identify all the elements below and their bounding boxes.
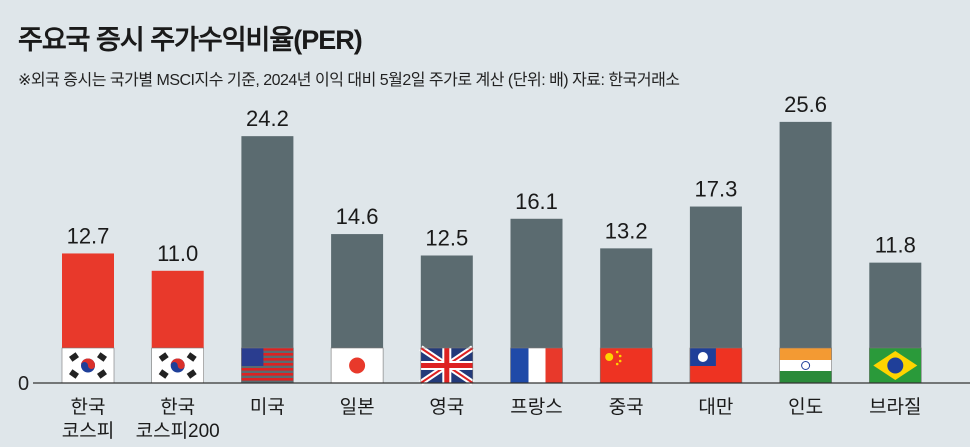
data-label: 14.6 [336,204,379,229]
data-label: 11.0 [157,241,198,266]
data-label: 17.3 [694,177,737,202]
bar [779,121,832,383]
china-flag-icon [599,347,653,384]
uk-flag-icon [419,345,475,386]
data-label: 12.7 [67,223,110,248]
category-label: 일본 [340,396,375,418]
category-label: 영국 [429,396,464,418]
korea-flag-icon [151,347,204,384]
data-label: 12.5 [425,226,468,251]
data-label: 16.1 [515,189,558,214]
y-tick-label: 0 [18,373,29,395]
chart-title: 주요국 증시 주가수익비율(PER) [18,25,363,55]
category-label: 중국 [609,397,644,418]
japan-flag-icon [330,347,384,384]
data-label: 11.8 [875,233,916,258]
chart-subtitle: ※외국 증시는 국가별 MSCI지수 기준, 2024년 이익 대비 5월2일 … [18,72,680,89]
category-label: 브라질 [869,396,921,418]
category-label: 한국 [71,396,106,418]
usa-flag-icon [241,347,294,384]
category-label: 코스피 [62,420,114,442]
category-label: 인도 [788,396,823,418]
category-label: 코스피200 [136,420,220,442]
data-label: 25.6 [784,92,827,117]
category-label: 프랑스 [510,396,562,418]
taiwan-flag-icon [689,347,743,384]
bar [241,136,294,383]
korea-flag-icon [61,347,115,384]
category-label: 한국 [160,396,195,418]
category-label: 대만 [698,396,733,418]
india-flag-icon [779,347,832,384]
brazil-flag-icon [868,347,922,384]
data-label: 13.2 [605,218,648,243]
france-flag-icon [510,347,563,384]
data-label: 24.2 [246,106,289,131]
category-label: 미국 [250,396,285,418]
